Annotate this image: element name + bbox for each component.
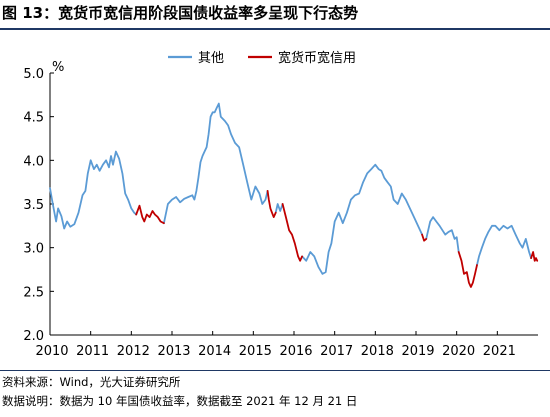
y-tick-label: 4.0 (23, 154, 44, 169)
chart-title: 图 13：宽货币宽信用阶段国债收益率多呈现下行态势 (2, 4, 359, 22)
x-tick-label: 2019 (401, 344, 434, 359)
axes: 2.0 2.5 3.0 3.5 4.0 4.5 5.0 % 2010 2011 2012 2013 20… (23, 60, 538, 359)
y-tick-label: 2.0 (23, 329, 44, 344)
x-tick-label: 2018 (361, 344, 394, 359)
yield-chart-svg: 2.0 2.5 3.0 3.5 4.0 4.5 5.0 % 2010 2011 2012 2013 20… (23, 50, 539, 359)
y-tick-label: 5.0 (23, 67, 44, 82)
y-tick-label: 4.5 (23, 111, 44, 126)
title-divider (0, 28, 550, 30)
legend: 其他 宽货币宽信用 (168, 50, 356, 66)
y-axis-unit: % (52, 60, 64, 75)
x-tick-label: 2015 (239, 344, 272, 359)
series-line-easing (135, 190, 539, 288)
series-line-other (49, 102, 532, 275)
x-tick-label: 2021 (483, 344, 516, 359)
y-tick-label: 3.5 (23, 198, 44, 213)
legend-label-other: 其他 (198, 51, 224, 66)
x-tick-label: 2014 (198, 344, 231, 359)
x-tick-label: 2010 (35, 344, 68, 359)
x-tick-label: 2020 (442, 344, 475, 359)
source-note: 资料来源：Wind，光大证券研究所 (2, 375, 181, 389)
footer-divider (0, 370, 550, 371)
y-tick-label: 2.5 (23, 285, 44, 300)
y-tick-label: 3.0 (23, 242, 44, 257)
x-tick-label: 2011 (76, 344, 109, 359)
legend-label-easing: 宽货币宽信用 (278, 50, 356, 66)
x-tick-label: 2017 (320, 344, 353, 359)
data-note: 数据说明：数据为 10 年国债收益率，数据截至 2021 年 12 月 21 日 (2, 394, 358, 408)
series-layer (49, 102, 539, 288)
x-tick-label: 2016 (279, 344, 312, 359)
x-tick-label: 2013 (157, 344, 190, 359)
x-tick-label: 2012 (117, 344, 150, 359)
yield-chart: 2.0 2.5 3.0 3.5 4.0 4.5 5.0% 2010 2011 2012 2013 20… (0, 30, 550, 368)
